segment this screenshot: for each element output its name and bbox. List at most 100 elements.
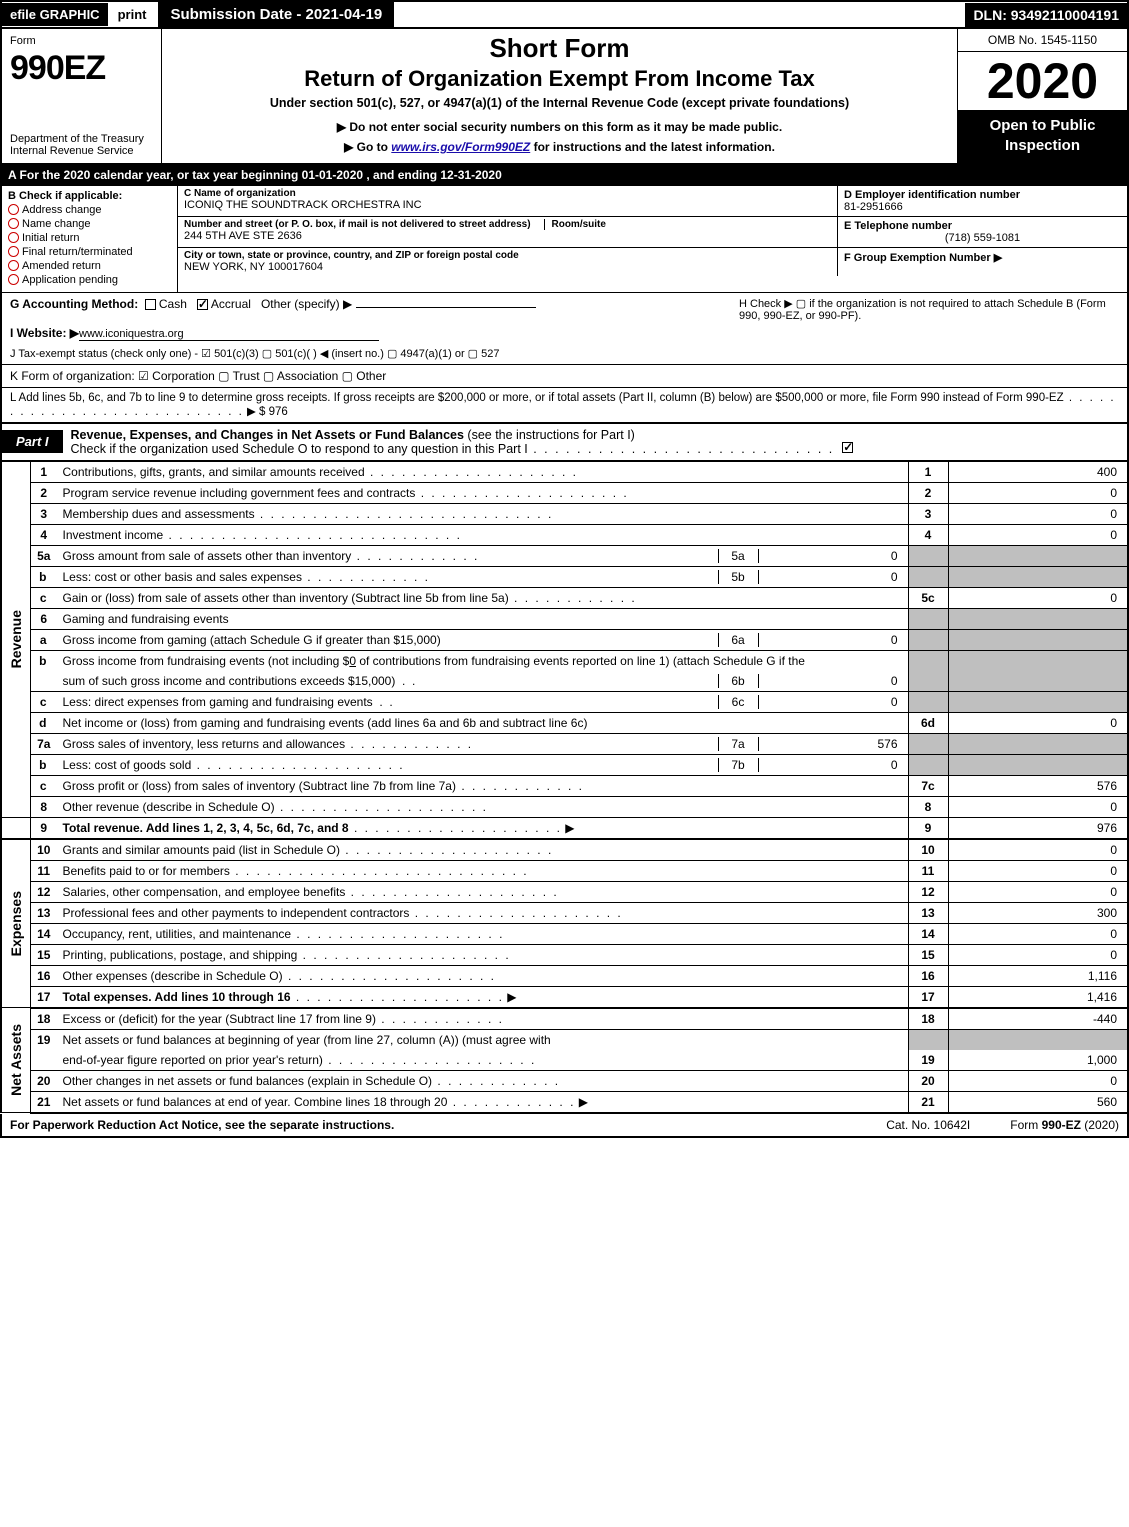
org-name: ICONIQ THE SOUNDTRACK ORCHESTRA INC [178, 199, 837, 214]
ln-6b: b [31, 650, 57, 691]
box-e-label: E Telephone number [844, 220, 952, 232]
check-final-return[interactable]: Final return/terminated [8, 246, 171, 258]
omb-number: OMB No. 1545-1150 [958, 29, 1127, 52]
grey-19 [908, 1029, 948, 1050]
submission-date: Submission Date - 2021-04-19 [156, 2, 394, 27]
line-j: J Tax-exempt status (check only one) - ☑… [0, 345, 1129, 364]
check-accrual[interactable] [197, 299, 208, 310]
ln-20: 20 [31, 1070, 57, 1091]
form-number: 990EZ [10, 49, 153, 88]
col-1: 1 [908, 462, 948, 483]
part-i-sub: (see the instructions for Part I) [464, 428, 635, 442]
desc-6b-val: 0 [349, 654, 356, 668]
grey-5b-amt [948, 566, 1128, 587]
box-6a: 6a [718, 633, 758, 647]
desc-19a: Net assets or fund balances at beginning… [57, 1029, 909, 1050]
col-20: 20 [908, 1070, 948, 1091]
box-5a: 5a [718, 549, 758, 563]
col-9: 9 [908, 817, 948, 839]
amt-1: 400 [948, 462, 1128, 483]
line-l: L Add lines 5b, 6c, and 7b to line 9 to … [0, 388, 1129, 423]
line-g-label: G Accounting Method: [10, 297, 138, 311]
desc-6a: Gross income from gaming (attach Schedul… [63, 633, 441, 647]
desc-11: Benefits paid to or for members [63, 864, 230, 878]
irs-link[interactable]: www.irs.gov/Form990EZ [391, 140, 530, 154]
desc-10: Grants and similar amounts paid (list in… [63, 843, 340, 857]
website-label: I Website: ▶ [10, 326, 79, 340]
desc-6: Gaming and fundraising events [57, 608, 909, 629]
grey-7a [908, 733, 948, 754]
check-cash[interactable] [145, 299, 156, 310]
check-amended-return[interactable]: Amended return [8, 260, 171, 272]
check-initial-return[interactable]: Initial return [8, 232, 171, 244]
col-15: 15 [908, 944, 948, 965]
form-word: Form [10, 35, 153, 47]
ln-10: 10 [31, 839, 57, 861]
box-c-label: C Name of organization [178, 186, 837, 199]
check-address-change[interactable]: Address change [8, 204, 171, 216]
schedule-o-check[interactable] [842, 442, 853, 453]
part-i-title: Revenue, Expenses, and Changes in Net As… [71, 428, 464, 442]
desc-14: Occupancy, rent, utilities, and maintena… [63, 927, 292, 941]
grey-6c [908, 691, 948, 712]
tax-year: 2020 [958, 52, 1127, 110]
amt-11: 0 [948, 860, 1128, 881]
amt-14: 0 [948, 923, 1128, 944]
ln-5a: 5a [31, 545, 57, 566]
amt-15: 0 [948, 944, 1128, 965]
desc-13: Professional fees and other payments to … [63, 906, 410, 920]
ln-14: 14 [31, 923, 57, 944]
grey-19-amt [948, 1029, 1128, 1050]
ln-19: 19 [31, 1029, 57, 1070]
box-d-label: D Employer identification number [844, 189, 1020, 201]
ln-6: 6 [31, 608, 57, 629]
amt-3: 0 [948, 503, 1128, 524]
amt-5c: 0 [948, 587, 1128, 608]
website-link[interactable]: www.iconiquestra.org [79, 328, 184, 340]
grey-6c-amt [948, 691, 1128, 712]
grey-7b-amt [948, 754, 1128, 775]
part-i-table: Revenue 1 Contributions, gifts, grants, … [0, 462, 1129, 1114]
paperwork-notice: For Paperwork Reduction Act Notice, see … [10, 1118, 394, 1132]
val-6c: 0 [758, 695, 908, 709]
revenue-label: Revenue [8, 610, 24, 668]
ln-11: 11 [31, 860, 57, 881]
grey-6a-amt [948, 629, 1128, 650]
desc-7a: Gross sales of inventory, less returns a… [63, 737, 346, 751]
line-k: K Form of organization: ☑ Corporation ▢ … [0, 364, 1129, 388]
desc-4: Investment income [63, 528, 164, 542]
grey-5a [908, 545, 948, 566]
box-b-title: B Check if applicable: [8, 190, 171, 202]
grey-6b2-amt [948, 671, 1128, 692]
desc-8: Other revenue (describe in Schedule O) [63, 800, 275, 814]
grey-6b1 [908, 650, 948, 671]
amt-12: 0 [948, 881, 1128, 902]
box-7b: 7b [718, 758, 758, 772]
irs-label: Internal Revenue Service [10, 145, 153, 157]
col-16: 16 [908, 965, 948, 986]
ln-2: 2 [31, 482, 57, 503]
print-button[interactable]: print [108, 3, 157, 26]
other-specify-input[interactable] [356, 307, 536, 308]
ln-7b: b [31, 754, 57, 775]
city-value: NEW YORK, NY 100017604 [178, 261, 837, 276]
check-application-pending[interactable]: Application pending [8, 274, 171, 286]
ln-5b: b [31, 566, 57, 587]
desc-20: Other changes in net assets or fund bala… [63, 1074, 433, 1088]
expenses-label: Expenses [8, 891, 24, 956]
col-12: 12 [908, 881, 948, 902]
amt-6d: 0 [948, 712, 1128, 733]
amt-2: 0 [948, 482, 1128, 503]
desc-12: Salaries, other compensation, and employ… [63, 885, 346, 899]
col-6d: 6d [908, 712, 948, 733]
grey-6b2 [908, 671, 948, 692]
desc-7b: Less: cost of goods sold [63, 758, 192, 772]
line-g-h: G Accounting Method: Cash Accrual Other … [0, 293, 1129, 326]
ln-4: 4 [31, 524, 57, 545]
ln-6c: c [31, 691, 57, 712]
check-name-change[interactable]: Name change [8, 218, 171, 230]
amt-7c: 576 [948, 775, 1128, 796]
ln-9: 9 [31, 817, 57, 839]
street-address: 244 5TH AVE STE 2636 [178, 230, 837, 245]
grey-7a-amt [948, 733, 1128, 754]
